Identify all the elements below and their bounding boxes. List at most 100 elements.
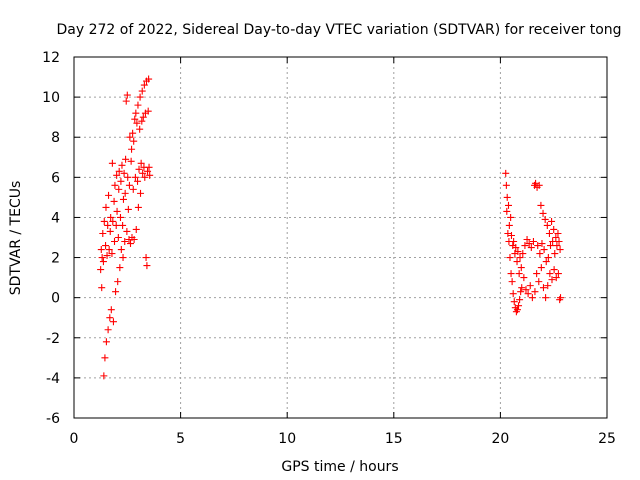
- data-point: [536, 250, 544, 258]
- data-point: [104, 326, 112, 334]
- data-point: [502, 169, 510, 177]
- data-point: [510, 298, 518, 306]
- data-point: [106, 227, 114, 235]
- data-point: [127, 157, 135, 165]
- data-point: [104, 221, 112, 229]
- data-point: [507, 213, 515, 221]
- data-point: [537, 201, 545, 209]
- data-point: [123, 227, 131, 235]
- data-point: [543, 221, 551, 229]
- data-point: [126, 133, 134, 141]
- data-point: [515, 302, 523, 310]
- data-point: [108, 250, 116, 258]
- data-point: [141, 173, 149, 181]
- data-point: [546, 270, 554, 278]
- data-point: [539, 284, 547, 292]
- data-point: [513, 258, 521, 266]
- y-tick-label: 2: [51, 251, 60, 267]
- data-point: [529, 238, 537, 246]
- data-point: [532, 179, 540, 187]
- data-point: [133, 119, 141, 127]
- data-point: [505, 221, 513, 229]
- data-point: [535, 181, 543, 189]
- data-point: [526, 282, 534, 290]
- data-point: [520, 274, 528, 282]
- data-point: [117, 246, 125, 254]
- data-point: [549, 238, 557, 246]
- data-point: [525, 240, 533, 248]
- data-point: [516, 296, 524, 304]
- y-tick-label: 10: [42, 90, 60, 106]
- data-point: [112, 221, 120, 229]
- data-point: [556, 246, 564, 254]
- data-point: [521, 242, 529, 250]
- data-point: [98, 284, 106, 292]
- data-point: [537, 264, 545, 272]
- data-point: [515, 270, 523, 278]
- y-axis-label: SDTVAR / TECUs: [8, 181, 24, 296]
- data-point: [524, 290, 532, 298]
- data-point: [100, 217, 108, 225]
- y-tick-label: -4: [46, 371, 60, 387]
- data-point: [102, 203, 110, 211]
- data-point: [97, 266, 105, 274]
- data-point: [125, 181, 133, 189]
- data-point: [107, 213, 115, 221]
- data-point: [140, 81, 148, 89]
- data-point: [551, 250, 559, 258]
- y-tick-label: 8: [51, 130, 60, 146]
- data-point: [109, 217, 117, 225]
- data-point: [119, 254, 127, 262]
- data-point: [527, 244, 535, 252]
- data-point: [116, 264, 124, 272]
- data-point: [504, 229, 512, 237]
- data-point: [518, 284, 526, 292]
- chart-title: Day 272 of 2022, Sidereal Day-to-day VTE…: [56, 22, 621, 38]
- data-point: [137, 159, 145, 167]
- data-point: [117, 177, 125, 185]
- x-tick-label: 15: [385, 431, 403, 447]
- data-point: [542, 258, 550, 266]
- grid: [74, 57, 607, 418]
- data-point: [512, 244, 520, 252]
- data-point: [542, 294, 550, 302]
- data-point: [120, 169, 128, 177]
- data-point: [119, 195, 127, 203]
- data-point: [97, 246, 105, 254]
- data-point: [105, 246, 113, 254]
- data-point: [545, 229, 553, 237]
- data-point: [122, 97, 130, 105]
- data-point: [554, 229, 562, 237]
- data-point: [128, 145, 136, 153]
- data-point: [550, 225, 558, 233]
- data-point: [547, 242, 555, 250]
- data-point: [111, 181, 119, 189]
- data-point: [135, 165, 143, 173]
- data-point: [145, 163, 153, 171]
- y-tick-label: -2: [46, 331, 60, 347]
- x-tick-label: 20: [491, 431, 509, 447]
- data-point: [126, 240, 134, 248]
- data-point: [506, 254, 514, 262]
- data-point: [110, 197, 118, 205]
- data-point: [111, 238, 119, 246]
- data-point: [508, 278, 516, 286]
- data-point: [99, 258, 107, 266]
- data-point: [107, 306, 115, 314]
- data-point: [535, 278, 543, 286]
- data-point: [98, 254, 106, 262]
- data-point: [138, 117, 146, 125]
- data-point: [552, 274, 560, 282]
- data-point: [116, 213, 124, 221]
- data-point: [513, 306, 521, 314]
- y-tick-label: 12: [42, 50, 60, 66]
- x-tick-label: 25: [598, 431, 616, 447]
- data-point: [129, 129, 137, 137]
- data-points: [97, 75, 565, 380]
- data-point: [544, 254, 552, 262]
- data-point: [115, 185, 123, 193]
- data-point: [139, 113, 147, 121]
- data-point: [103, 252, 111, 260]
- data-point: [122, 155, 130, 163]
